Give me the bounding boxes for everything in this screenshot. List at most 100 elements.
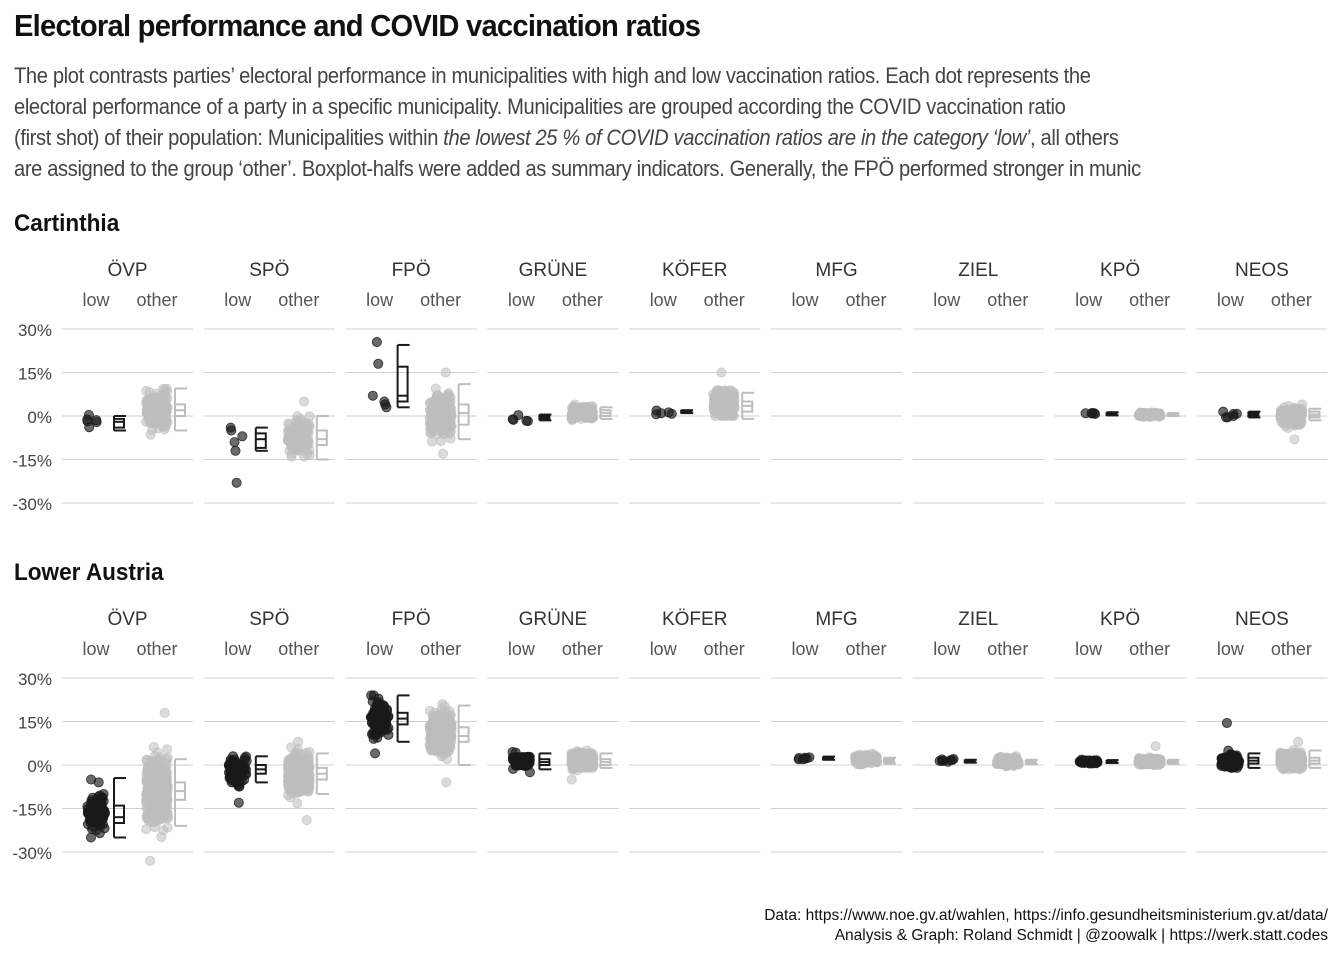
data-point: [286, 779, 297, 790]
data-point: [581, 745, 592, 756]
group-label-other: other: [1129, 639, 1170, 659]
boxplot-low: [680, 409, 694, 415]
data-point: [445, 392, 456, 403]
group-label-low: low: [791, 290, 819, 310]
party-label: NEOS: [1235, 260, 1289, 281]
y-tick-label: 15%: [18, 365, 52, 384]
data-point: [521, 415, 532, 426]
data-point: [160, 412, 171, 423]
points-other: [850, 748, 882, 770]
data-point: [82, 819, 93, 830]
points-low: [223, 751, 252, 808]
data-point: [576, 413, 587, 424]
boxplot-low: [254, 755, 268, 784]
points-low: [225, 422, 248, 488]
points-low: [507, 410, 533, 427]
data-point: [993, 754, 1004, 765]
data-point: [441, 777, 452, 788]
data-point: [300, 426, 311, 437]
data-point: [293, 736, 304, 747]
data-point: [299, 396, 310, 407]
data-point: [507, 414, 518, 425]
data-point: [233, 797, 244, 808]
data-point: [1294, 418, 1305, 429]
points-low: [793, 752, 815, 765]
data-point: [515, 758, 526, 769]
data-point: [1278, 764, 1289, 775]
points-low: [82, 774, 110, 843]
data-point: [1222, 412, 1233, 423]
boxplot-other: [1024, 758, 1038, 766]
data-point: [289, 428, 300, 439]
data-point: [426, 407, 437, 418]
boxplot-low: [113, 777, 126, 839]
data-point: [156, 832, 167, 843]
points-other: [141, 383, 173, 440]
data-point: [241, 751, 252, 762]
data-point: [1221, 717, 1232, 728]
data-point: [301, 815, 312, 826]
box-body: [457, 403, 470, 426]
boxplot-low: [113, 415, 126, 432]
group-label-low: low: [1217, 290, 1245, 310]
data-point: [237, 431, 248, 442]
y-tick-label: 0%: [27, 757, 52, 776]
data-point: [369, 709, 380, 720]
data-point: [94, 790, 105, 801]
group-label-other: other: [845, 290, 886, 310]
data-point: [427, 436, 438, 447]
party-label: KÖFER: [662, 260, 727, 281]
boxplot-other: [1166, 412, 1180, 417]
group-label-other: other: [278, 290, 319, 310]
party-label: KÖFER: [662, 609, 727, 630]
data-point: [371, 337, 382, 348]
y-tick-label: 30%: [18, 670, 52, 689]
group-label-low: low: [508, 290, 536, 310]
group-label-low: low: [933, 639, 961, 659]
data-point: [440, 367, 451, 378]
data-point: [507, 746, 518, 757]
group-label-other: other: [987, 290, 1028, 310]
boxplot-other: [1308, 407, 1322, 422]
group-label-low: low: [224, 639, 252, 659]
data-point: [569, 755, 580, 766]
data-point: [1280, 415, 1291, 426]
data-point: [524, 767, 535, 778]
data-point: [445, 420, 456, 431]
group-label-low: low: [650, 290, 678, 310]
data-point: [1136, 756, 1147, 767]
data-point: [162, 744, 173, 755]
boxplot-low: [254, 426, 268, 452]
boxplot-other: [174, 387, 187, 432]
data-point: [148, 408, 159, 419]
data-point: [148, 809, 159, 820]
data-point: [304, 450, 315, 461]
data-point: [1297, 399, 1308, 410]
party-label: SPÖ: [249, 609, 289, 630]
data-point: [711, 390, 722, 401]
data-point: [432, 389, 443, 400]
boxplot-low: [1247, 410, 1261, 419]
party-label: MFG: [815, 609, 857, 630]
group-label-low: low: [1217, 639, 1245, 659]
data-point: [367, 390, 378, 401]
group-label-low: low: [366, 290, 394, 310]
data-point: [231, 477, 242, 488]
group-label-other: other: [1271, 290, 1312, 310]
boxplot-other: [599, 752, 613, 769]
group-label-low: low: [366, 639, 394, 659]
y-tick-label: -30%: [12, 844, 52, 863]
group-label-other: other: [987, 639, 1028, 659]
data-point: [160, 793, 171, 804]
data-point: [141, 824, 152, 835]
region-title-lower-austria: Lower Austria: [14, 558, 165, 585]
group-label-other: other: [136, 639, 177, 659]
data-point: [85, 832, 96, 843]
